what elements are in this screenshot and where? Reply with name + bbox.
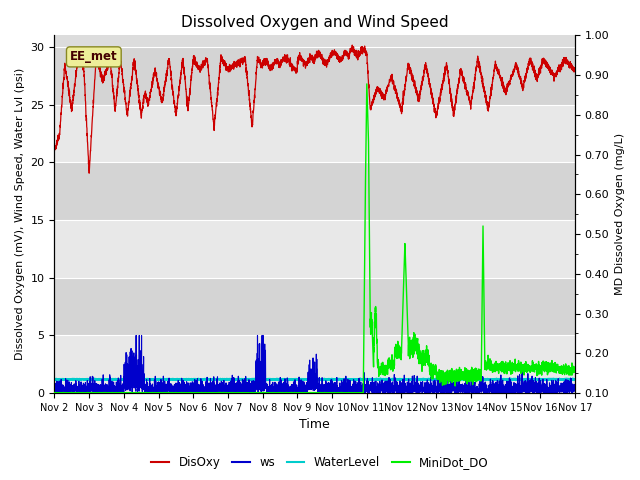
- Bar: [54, 220, 575, 278]
- Bar: [54, 336, 575, 393]
- Text: EE_met: EE_met: [70, 50, 118, 63]
- Bar: [54, 162, 575, 220]
- Legend: DisOxy, ws, WaterLevel, MiniDot_DO: DisOxy, ws, WaterLevel, MiniDot_DO: [147, 452, 493, 474]
- Title: Dissolved Oxygen and Wind Speed: Dissolved Oxygen and Wind Speed: [181, 15, 449, 30]
- Y-axis label: MD Dissolved Oxygen (mg/L): MD Dissolved Oxygen (mg/L): [615, 133, 625, 295]
- Bar: [54, 47, 575, 105]
- Y-axis label: Dissolved Oxygen (mV), Wind Speed, Water Lvl (psi): Dissolved Oxygen (mV), Wind Speed, Water…: [15, 68, 25, 360]
- Bar: [54, 278, 575, 336]
- X-axis label: Time: Time: [300, 419, 330, 432]
- Bar: [54, 105, 575, 162]
